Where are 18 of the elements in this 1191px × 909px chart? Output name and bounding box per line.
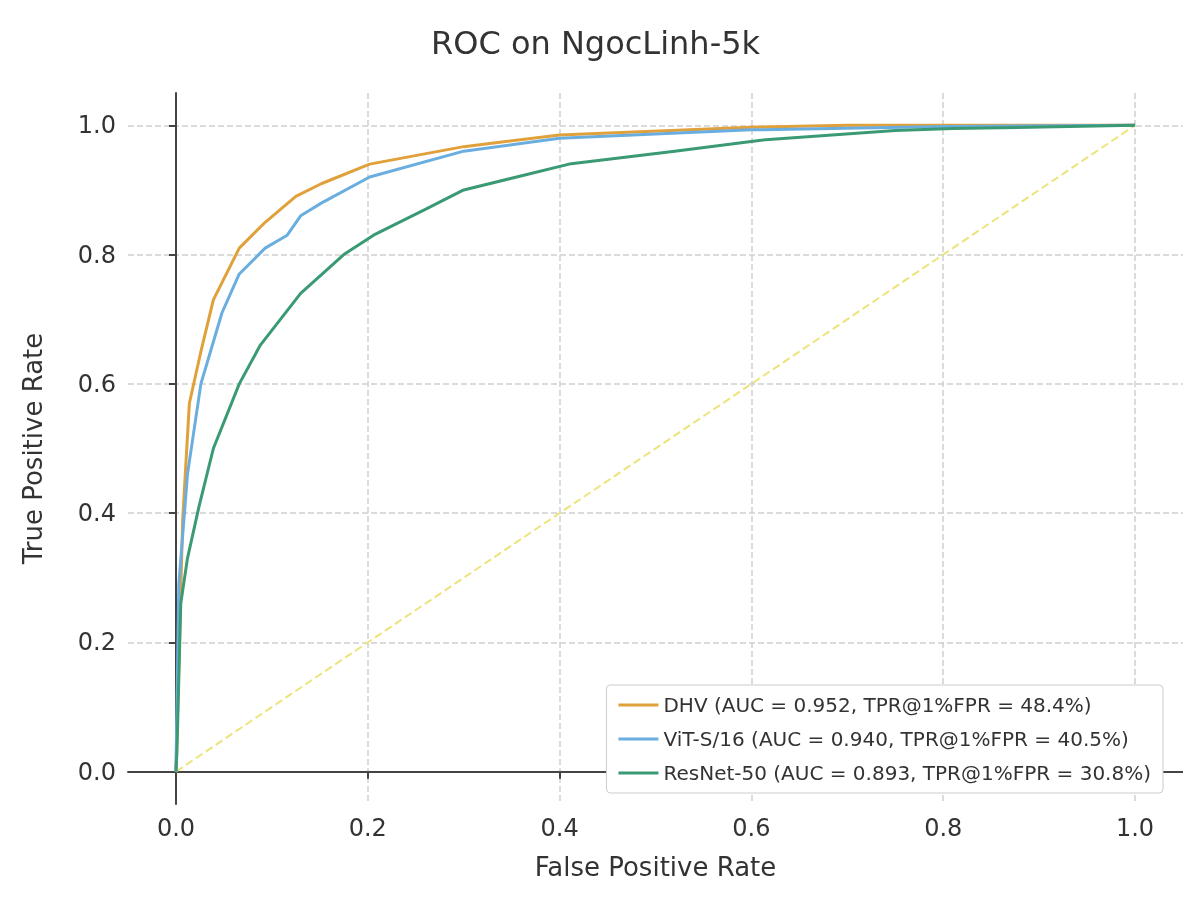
chart-title: ROC on NgocLinh-5k xyxy=(430,24,761,62)
y-tick-label: 0.6 xyxy=(77,369,116,398)
x-tick-label: 0.4 xyxy=(540,814,579,842)
y-axis-title: True Positive Rate xyxy=(18,332,48,566)
y-tick-label: 1.0 xyxy=(77,111,116,140)
y-tick-label: 0.2 xyxy=(77,628,116,657)
x-axis-title: False Positive Rate xyxy=(534,852,777,882)
legend-label: DHV (AUC = 0.952, TPR@1%FPR = 48.4%) xyxy=(663,693,1092,717)
x-tick-label: 0.0 xyxy=(156,814,196,842)
y-tick-label: 0.0 xyxy=(77,757,116,786)
legend-label: ViT-S/16 (AUC = 0.940, TPR@1%FPR = 40.5%) xyxy=(663,727,1129,751)
x-tick-label: 0.6 xyxy=(732,814,771,842)
x-tick-label: 1.0 xyxy=(1115,814,1155,842)
legend-label: ResNet-50 (AUC = 0.893, TPR@1%FPR = 30.8%) xyxy=(663,761,1151,785)
x-tick-label: 0.8 xyxy=(924,814,963,842)
y-tick-label: 0.4 xyxy=(77,499,116,528)
x-tick-label: 0.2 xyxy=(348,814,387,842)
y-tick-label: 0.8 xyxy=(77,240,116,269)
